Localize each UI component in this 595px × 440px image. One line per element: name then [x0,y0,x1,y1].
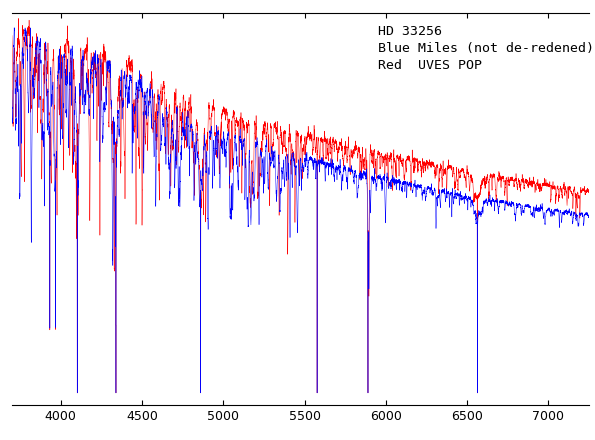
Text: HD 33256
Blue Miles (not de-redened)
Red  UVES POP: HD 33256 Blue Miles (not de-redened) Red… [378,25,594,72]
